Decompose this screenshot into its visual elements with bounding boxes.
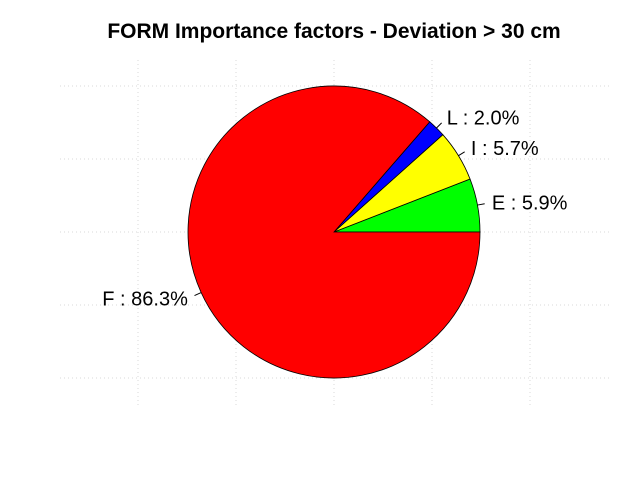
- leader-line-e: [477, 203, 485, 206]
- leader-line-i: [458, 151, 465, 157]
- leader-line-l: [436, 122, 442, 129]
- slice-label-l: L : 2.0%: [447, 108, 520, 130]
- pie-slices: [187, 85, 481, 379]
- pie-labels: E : 5.9% I : 5.7% L : 2.0% F : 86.3%: [102, 108, 567, 311]
- slice-label-i: I : 5.7%: [471, 138, 539, 160]
- chart-title: FORM Importance factors - Deviation > 30…: [107, 20, 560, 43]
- leader-line-f: [194, 292, 202, 297]
- slice-label-f: F : 86.3%: [102, 289, 188, 311]
- slice-label-e: E : 5.9%: [492, 192, 568, 214]
- pie-slice-f: [187, 85, 481, 379]
